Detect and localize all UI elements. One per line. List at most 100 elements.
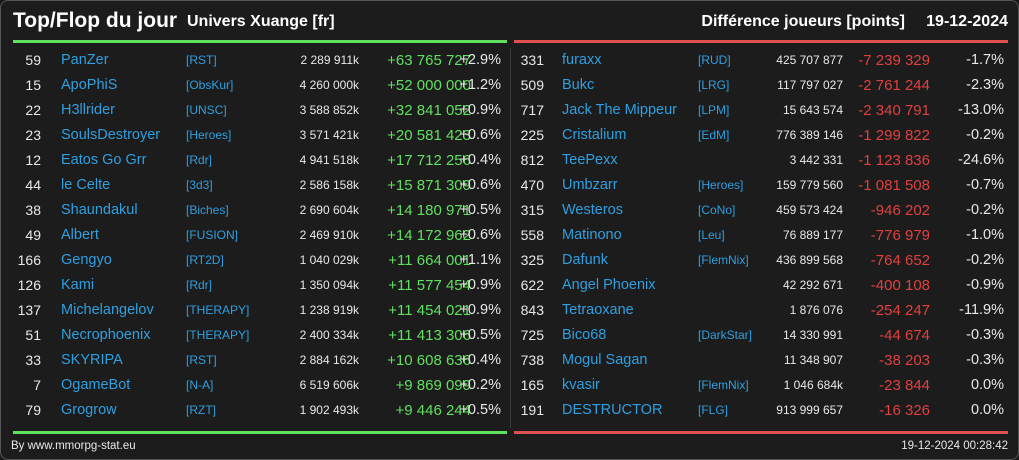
player-rank: 165 [520, 377, 544, 393]
player-points: 1 876 076 [789, 303, 843, 317]
player-name-link[interactable]: Jack The Mippeur [562, 102, 677, 118]
player-name-link[interactable]: Michelangelov [61, 302, 154, 318]
alliance-tag-link[interactable]: [FUSION] [186, 228, 239, 242]
player-rank: 23 [25, 127, 41, 143]
table-row: 191 DESTRUCTOR [FLG] 913 999 657 -16 326 0.0% [514, 398, 1008, 423]
player-rank: 331 [520, 52, 544, 68]
alliance-tag-link[interactable]: [FlemNix] [698, 378, 749, 392]
player-points: 2 469 910k [299, 228, 359, 242]
player-name-link[interactable]: Eatos Go Grr [61, 152, 147, 168]
player-rank: 22 [25, 102, 41, 118]
percent-change: +0.5% [459, 327, 501, 343]
alliance-tag-link[interactable]: [RST] [186, 53, 217, 67]
player-name-link[interactable]: Matinono [562, 227, 622, 243]
player-name-link[interactable]: Grogrow [61, 402, 117, 418]
player-rank: 44 [25, 177, 41, 193]
player-name-link[interactable]: Mogul Sagan [562, 352, 648, 368]
player-rank: 622 [520, 277, 544, 293]
percent-change: -0.2% [966, 127, 1004, 143]
player-name-link[interactable]: Angel Phoenix [562, 277, 656, 293]
player-points: 1 902 493k [299, 403, 359, 417]
alliance-tag-link[interactable]: [THERAPY] [186, 303, 250, 317]
alliance-tag-link[interactable]: [RST] [186, 353, 217, 367]
alliance-tag-link[interactable]: [EdM] [698, 128, 730, 142]
alliance-tag-link[interactable]: [Biches] [186, 203, 229, 217]
alliance-tag-link[interactable]: [3d3] [186, 178, 213, 192]
player-name-link[interactable]: SoulsDestroyer [61, 127, 161, 143]
player-name-link[interactable]: Bukc [562, 77, 595, 93]
percent-change: -0.2% [966, 202, 1004, 218]
player-rank: 470 [520, 177, 544, 193]
points-difference: -1 299 822 [858, 127, 930, 144]
alliance-tag-link[interactable]: [N-A] [186, 378, 214, 392]
points-difference: +9 446 244 [395, 402, 472, 419]
alliance-tag-link[interactable]: [RZT] [186, 403, 216, 417]
percent-change: -0.7% [966, 177, 1004, 193]
player-rank: 166 [17, 252, 41, 268]
player-name-link[interactable]: Gengyo [61, 252, 112, 268]
player-name-link[interactable]: H3llrider [61, 102, 115, 118]
player-name-link[interactable]: Tetraoxane [562, 302, 634, 318]
points-difference: +11 454 021 [388, 302, 471, 319]
player-name-link[interactable]: Necrophoenix [61, 327, 151, 343]
player-rank: 126 [17, 277, 41, 293]
alliance-tag-link[interactable]: [ObsKur] [186, 78, 234, 92]
percent-change: -11.9% [959, 302, 1004, 318]
player-name-link[interactable]: TeePexx [562, 152, 618, 168]
percent-change: +0.9% [459, 277, 501, 293]
player-name-link[interactable]: Bico68 [562, 327, 607, 343]
table-row: 137 Michelangelov [THERAPY] 1 238 919k +11 4… [13, 298, 507, 323]
alliance-tag-link[interactable]: [THERAPY] [186, 328, 250, 342]
player-name-link[interactable]: Umbzarr [562, 177, 618, 193]
points-difference: +14 180 971 [387, 202, 471, 219]
alliance-tag-link[interactable]: [LRG] [698, 78, 730, 92]
player-rank: 59 [25, 52, 41, 68]
player-name-link[interactable]: ApoPhiS [61, 77, 118, 93]
alliance-tag-link[interactable]: [Heroes] [698, 178, 744, 192]
player-name-link[interactable]: SKYRIPA [61, 352, 123, 368]
alliance-tag-link[interactable]: [CoNo] [698, 203, 736, 217]
player-name-link[interactable]: le Celte [61, 177, 111, 193]
percent-change: +0.2% [459, 377, 501, 393]
table-row: 12 Eatos Go Grr [Rdr] 4 941 518k +17 712 256… [13, 148, 507, 173]
table-row: 225 Cristalium [EdM] 776 389 146 -1 299 822 -… [514, 123, 1008, 148]
points-difference: -2 340 791 [858, 102, 930, 119]
player-points: 14 330 991 [782, 328, 843, 342]
percent-change: +0.6% [459, 177, 501, 193]
alliance-tag-link[interactable]: [Heroes] [186, 128, 232, 142]
player-name-link[interactable]: Albert [61, 227, 99, 243]
player-name-link[interactable]: furaxx [562, 52, 602, 68]
alliance-tag-link[interactable]: [Rdr] [186, 153, 213, 167]
alliance-tag-link[interactable]: [RUD] [698, 53, 731, 67]
alliance-tag-link[interactable]: [FLG] [698, 403, 729, 417]
player-rank: 812 [520, 152, 544, 168]
alliance-tag-link[interactable]: [DarkStar] [698, 328, 753, 342]
alliance-tag-link[interactable]: [UNSC] [186, 103, 227, 117]
player-name-link[interactable]: Shaundakul [61, 202, 138, 218]
player-rank: 191 [520, 402, 544, 418]
player-rank: 315 [520, 202, 544, 218]
alliance-tag-link[interactable]: [Rdr] [186, 278, 213, 292]
percent-change: -1.0% [966, 227, 1004, 243]
player-name-link[interactable]: Cristalium [562, 127, 627, 143]
points-difference: +9 869 099 [395, 377, 472, 394]
player-name-link[interactable]: Westeros [562, 202, 623, 218]
player-points: 436 899 568 [776, 253, 843, 267]
player-name-link[interactable]: PanZer [61, 52, 109, 68]
player-rank: 325 [520, 252, 544, 268]
alliance-tag-link[interactable]: [Leu] [698, 228, 725, 242]
player-name-link[interactable]: Kami [61, 277, 95, 293]
player-name-link[interactable]: Dafunk [562, 252, 608, 268]
player-name-link[interactable]: DESTRUCTOR [562, 402, 663, 418]
player-name-link[interactable]: OgameBot [61, 377, 131, 393]
percent-change: -0.3% [966, 352, 1004, 368]
alliance-tag-link[interactable]: [FlemNix] [698, 253, 749, 267]
player-points: 1 040 029k [299, 253, 359, 267]
player-points: 3 588 852k [299, 103, 359, 117]
player-rank: 137 [17, 302, 41, 318]
table-row: 622 Angel Phoenix 42 292 671 -400 108 -0.9% [514, 273, 1008, 298]
alliance-tag-link[interactable]: [RT2D] [186, 253, 224, 267]
player-name-link[interactable]: kvasir [562, 377, 600, 393]
alliance-tag-link[interactable]: [LPM] [698, 103, 730, 117]
table-row: 15 ApoPhiS [ObsKur] 4 260 000k +52 000 000 +1… [13, 73, 507, 98]
